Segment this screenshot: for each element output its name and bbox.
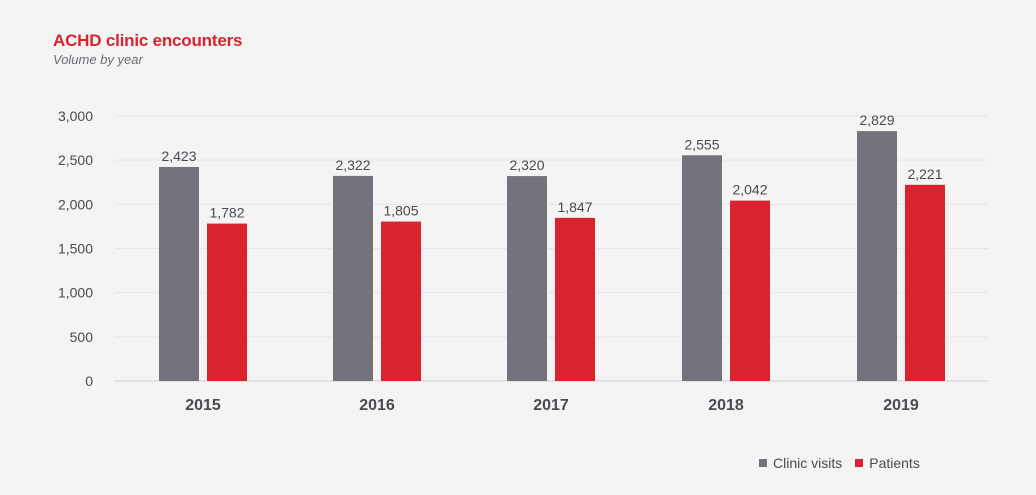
- x-tick-label: 2016: [359, 397, 395, 414]
- data-label: 2,042: [732, 182, 767, 198]
- legend-label-clinic-visits: Clinic visits: [773, 455, 843, 471]
- legend-item-clinic-visits: Clinic visits: [759, 455, 842, 471]
- y-tick-label: 2,000: [58, 196, 93, 212]
- bar-patients: [207, 223, 247, 381]
- data-label: 2,320: [509, 157, 544, 173]
- legend-item-patients: Patients: [855, 455, 920, 471]
- bar-clinic-visits: [333, 175, 373, 381]
- y-tick-label: 2,500: [58, 152, 93, 168]
- data-label: 1,782: [209, 205, 244, 221]
- bar-clinic-visits: [857, 131, 897, 381]
- data-label: 2,322: [335, 157, 370, 173]
- chart-title: ACHD clinic encounters: [53, 31, 243, 50]
- bar-patients: [381, 221, 421, 381]
- bar-clinic-visits: [682, 155, 722, 381]
- legend-swatch-patients: [855, 459, 864, 467]
- y-tick-label: 1,500: [58, 241, 93, 257]
- bar-patients: [555, 217, 595, 381]
- data-label: 1,805: [383, 203, 418, 219]
- bar-patients: [730, 200, 770, 381]
- data-label: 2,423: [161, 148, 196, 164]
- data-label: 2,221: [907, 166, 942, 182]
- y-tick-label: 0: [85, 373, 93, 389]
- bar-clinic-visits: [159, 166, 199, 381]
- chart-subtitle: Volume by year: [53, 52, 143, 67]
- data-label: 1,847: [557, 199, 592, 215]
- x-tick-label: 2015: [185, 397, 221, 414]
- legend-label-patients: Patients: [869, 455, 920, 471]
- x-tick-label: 2018: [708, 397, 744, 414]
- chart-legend: Clinic visits Patients: [759, 455, 933, 471]
- bar-clinic-visits: [507, 176, 547, 381]
- data-label: 2,555: [684, 136, 719, 152]
- y-tick-label: 1,000: [58, 285, 93, 301]
- x-tick-label: 2019: [883, 397, 919, 414]
- y-tick-label: 3,000: [58, 108, 93, 124]
- legend-swatch-clinic-visits: [759, 459, 767, 467]
- data-label: 2,829: [859, 112, 894, 128]
- y-tick-label: 500: [70, 329, 94, 345]
- x-tick-label: 2017: [533, 397, 569, 414]
- bar-patients: [905, 184, 945, 381]
